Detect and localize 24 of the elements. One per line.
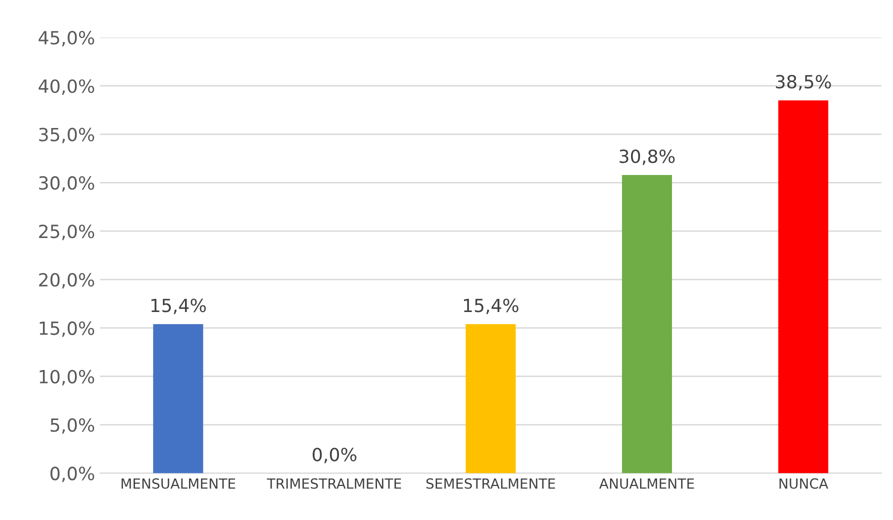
- y-tick-label: 35,0%: [39, 128, 94, 144]
- bar: [466, 324, 516, 474]
- y-tick-label: 10,0%: [40, 370, 94, 386]
- y-tick-label: 5,0%: [50, 418, 94, 434]
- x-tick-label: NUNCA: [780, 478, 828, 489]
- x-tick-label: MENSUALMENTE: [122, 478, 236, 489]
- y-tick-label: 20,0%: [39, 272, 94, 288]
- bar: [153, 324, 204, 474]
- data-label: 15,4%: [464, 298, 518, 314]
- data-label: 15,4%: [151, 298, 206, 314]
- x-tick-label: SEMESTRALMENTE: [426, 478, 556, 489]
- x-tick-label: TRIMESTRALMENTE: [266, 478, 402, 489]
- y-tick-label: 0,0%: [50, 466, 94, 482]
- data-label: 0,0%: [312, 448, 356, 464]
- bar: [622, 174, 672, 474]
- bar: [778, 100, 828, 474]
- y-tick-label: 15,0%: [40, 321, 94, 337]
- y-tick-label: 25,0%: [39, 224, 94, 240]
- data-label: 30,8%: [620, 149, 675, 165]
- y-tick-label: 40,0%: [38, 79, 94, 95]
- y-tick-label: 30,0%: [39, 176, 94, 192]
- y-tick-label: 45,0%: [38, 30, 94, 46]
- data-label: 38,5%: [776, 74, 831, 90]
- x-tick-label: ANUALMENTE: [599, 478, 694, 489]
